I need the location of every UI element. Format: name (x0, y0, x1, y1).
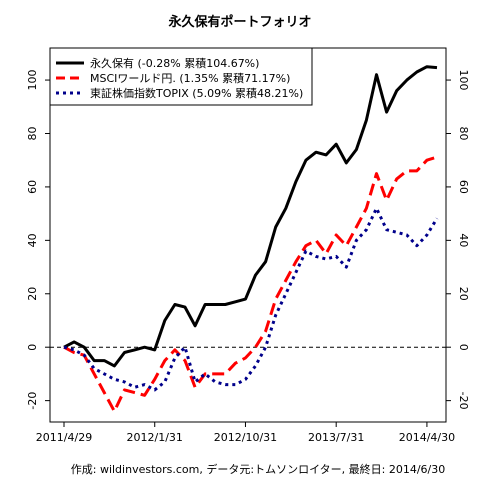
y-tick-label-right: 100 (457, 70, 470, 91)
y-tick-label-right: 80 (457, 126, 470, 140)
x-tick-label: 2013/7/31 (308, 431, 364, 444)
y-tick-label-left: 40 (26, 233, 39, 247)
series-layer (63, 65, 439, 413)
chart-title: 永久保有ポートフォリオ (167, 14, 311, 30)
y-tick-label-left: 100 (26, 70, 39, 91)
legend-box (49, 47, 313, 106)
legend-label-0: 永久保有 (-0.28% 累積104.67%) (90, 56, 259, 70)
y-tick-label-right: 60 (457, 180, 470, 194)
y-tick-label-left: 80 (26, 126, 39, 140)
series-line-1 (63, 155, 438, 413)
footer-source-note: 作成: wildinvestors.com, データ元:トムソンロイター, 最終… (71, 462, 445, 476)
y-tick-label-left: 0 (26, 344, 39, 351)
y-tick-label-right: -20 (457, 392, 470, 410)
series-line-2 (63, 206, 439, 392)
legend-label-1: MSCIワールド円. (1.35% 累積71.17%) (90, 71, 290, 85)
y-tick-label-right: 0 (457, 344, 470, 351)
y-tick-label-left: 20 (26, 287, 39, 301)
y-tick-label-right: 20 (457, 287, 470, 301)
legend: 永久保有 (-0.28% 累積104.67%)MSCIワールド円. (1.35%… (49, 47, 313, 106)
x-tick-label: 2014/4/30 (399, 431, 455, 444)
y-tick-label-left: 60 (26, 180, 39, 194)
series-line-0 (63, 65, 438, 368)
x-tick-label: 2011/4/29 (36, 431, 92, 444)
y-axis-right: -20 0 20 40 60 80 100 (446, 70, 470, 410)
y-axis-left: -20 0 20 40 60 80 100 (26, 70, 50, 410)
x-tick-label: 2012/1/31 (127, 431, 183, 444)
x-tick-label: 2012/10/31 (214, 431, 277, 444)
x-axis: 2011/4/29 2012/1/31 2012/10/31 2013/7/31 201… (36, 422, 455, 444)
y-tick-label-right: 40 (457, 233, 470, 247)
y-tick-label-left: -20 (26, 392, 39, 410)
legend-label-2: 東証株価指数TOPIX (5.09% 累積48.21%) (90, 86, 303, 100)
